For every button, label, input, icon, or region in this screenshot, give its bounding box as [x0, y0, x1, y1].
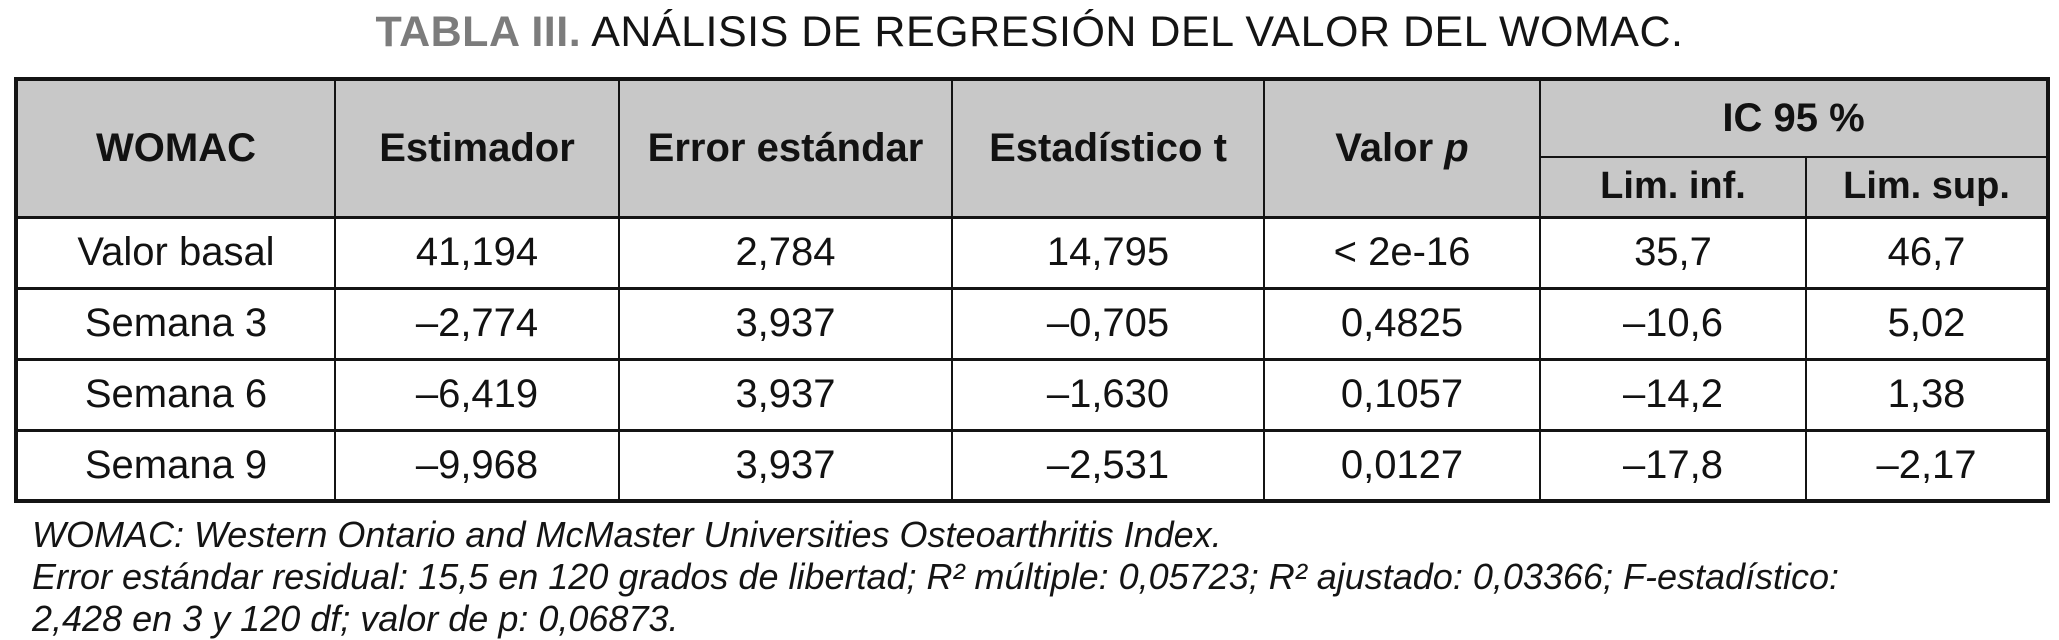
row-label: Semana 6: [15, 357, 336, 432]
valor-p-italic: p: [1444, 125, 1469, 170]
cell-estimador: –2,774: [334, 286, 620, 361]
col-header-ic95-group: IC 95 %: [1538, 77, 2050, 158]
cell-estimador: –6,419: [334, 357, 620, 432]
col-header-estimador: Estimador: [334, 77, 620, 219]
cell-error-estandar: 2,784: [618, 215, 953, 290]
cell-lim-inf: –14,2: [1539, 357, 1807, 432]
table-row-semana-9: Semana 9 –9,968 3,937 –2,531 0,0127 –17,…: [15, 428, 2050, 503]
table-footnotes: WOMAC: Western Ontario and McMaster Univ…: [32, 514, 2042, 640]
row-label: Semana 3: [15, 286, 336, 361]
cell-lim-sup: –2,17: [1804, 428, 2050, 503]
table-row-semana-6: Semana 6 –6,419 3,937 –1,630 0,1057 –14,…: [15, 357, 2050, 432]
cell-lim-inf: 35,7: [1539, 215, 1807, 290]
cell-valor-p: 0,4825: [1263, 286, 1541, 361]
cell-lim-sup: 5,02: [1804, 286, 2050, 361]
col-header-womac: WOMAC: [15, 77, 336, 219]
cell-estadistico-t: –2,531: [951, 428, 1265, 503]
cell-valor-p: < 2e-16: [1263, 215, 1541, 290]
cell-error-estandar: 3,937: [618, 357, 953, 432]
table-number-label: TABLA III.: [375, 8, 582, 56]
table-row-valor-basal: Valor basal 41,194 2,784 14,795 < 2e-16 …: [15, 215, 2050, 290]
row-label: Valor basal: [15, 215, 336, 290]
col-header-lim-inf: Lim. inf.: [1539, 156, 1807, 219]
cell-error-estandar: 3,937: [618, 286, 953, 361]
col-header-error-estandar: Error estándar: [618, 77, 953, 219]
cell-lim-inf: –10,6: [1539, 286, 1807, 361]
footnote-womac-definition: WOMAC: Western Ontario and McMaster Univ…: [32, 514, 1222, 555]
cell-estadistico-t: –1,630: [951, 357, 1265, 432]
cell-estimador: –9,968: [334, 428, 620, 503]
cell-estadistico-t: 14,795: [951, 215, 1265, 290]
footnote-model-stats-2: 2,428 en 3 y 120 df; valor de p: 0,06873…: [32, 598, 679, 639]
cell-lim-inf: –17,8: [1539, 428, 1807, 503]
valor-p-prefix: Valor: [1335, 125, 1445, 170]
cell-lim-sup: 46,7: [1804, 215, 2050, 290]
table-title-text: ANÁLISIS DE REGRESIÓN DEL VALOR DEL WOMA…: [581, 8, 1684, 56]
footnote-model-stats-1: Error estándar residual: 15,5 en 120 gra…: [32, 556, 1840, 597]
page-title: TABLA III. ANÁLISIS DE REGRESIÓN DEL VAL…: [0, 8, 2059, 57]
cell-valor-p: 0,1057: [1263, 357, 1541, 432]
regression-table: WOMAC Estimador Error estándar Estadísti…: [14, 77, 2051, 503]
col-header-estadistico-t: Estadístico t: [951, 77, 1265, 219]
cell-lim-sup: 1,38: [1804, 357, 2050, 432]
cell-estadistico-t: –0,705: [951, 286, 1265, 361]
cell-error-estandar: 3,937: [618, 428, 953, 503]
cell-valor-p: 0,0127: [1263, 428, 1541, 503]
col-header-valor-p: Valor p: [1263, 77, 1541, 219]
cell-estimador: 41,194: [334, 215, 620, 290]
table-row-semana-3: Semana 3 –2,774 3,937 –0,705 0,4825 –10,…: [15, 286, 2050, 361]
row-label: Semana 9: [15, 428, 336, 503]
col-header-lim-sup: Lim. sup.: [1804, 156, 2050, 219]
